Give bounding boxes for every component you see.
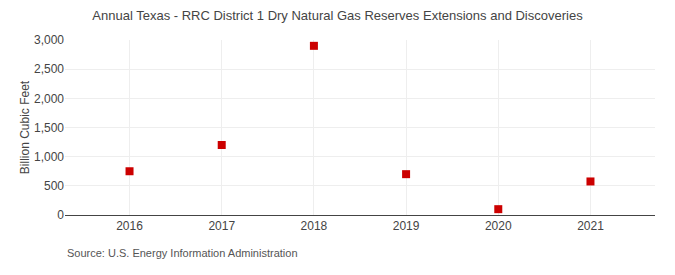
svg-text:Annual Texas - RRC District 1: Annual Texas - RRC District 1 Dry Natura… [92,8,583,23]
svg-text:2020: 2020 [485,219,512,233]
svg-text:Billion Cubic Feet: Billion Cubic Feet [18,80,32,174]
svg-text:0: 0 [57,208,64,222]
svg-text:1,500: 1,500 [34,121,64,135]
svg-text:2,000: 2,000 [34,92,64,106]
svg-text:1,000: 1,000 [34,150,64,164]
svg-text:2021: 2021 [577,219,604,233]
svg-text:2017: 2017 [208,219,235,233]
svg-text:500: 500 [44,179,64,193]
svg-text:2,500: 2,500 [34,62,64,76]
svg-text:Source: U.S. Energy Informatio: Source: U.S. Energy Information Administ… [67,247,298,259]
svg-text:2018: 2018 [301,219,328,233]
svg-text:3,000: 3,000 [34,33,64,47]
svg-text:2019: 2019 [393,219,420,233]
svg-text:2016: 2016 [116,219,143,233]
